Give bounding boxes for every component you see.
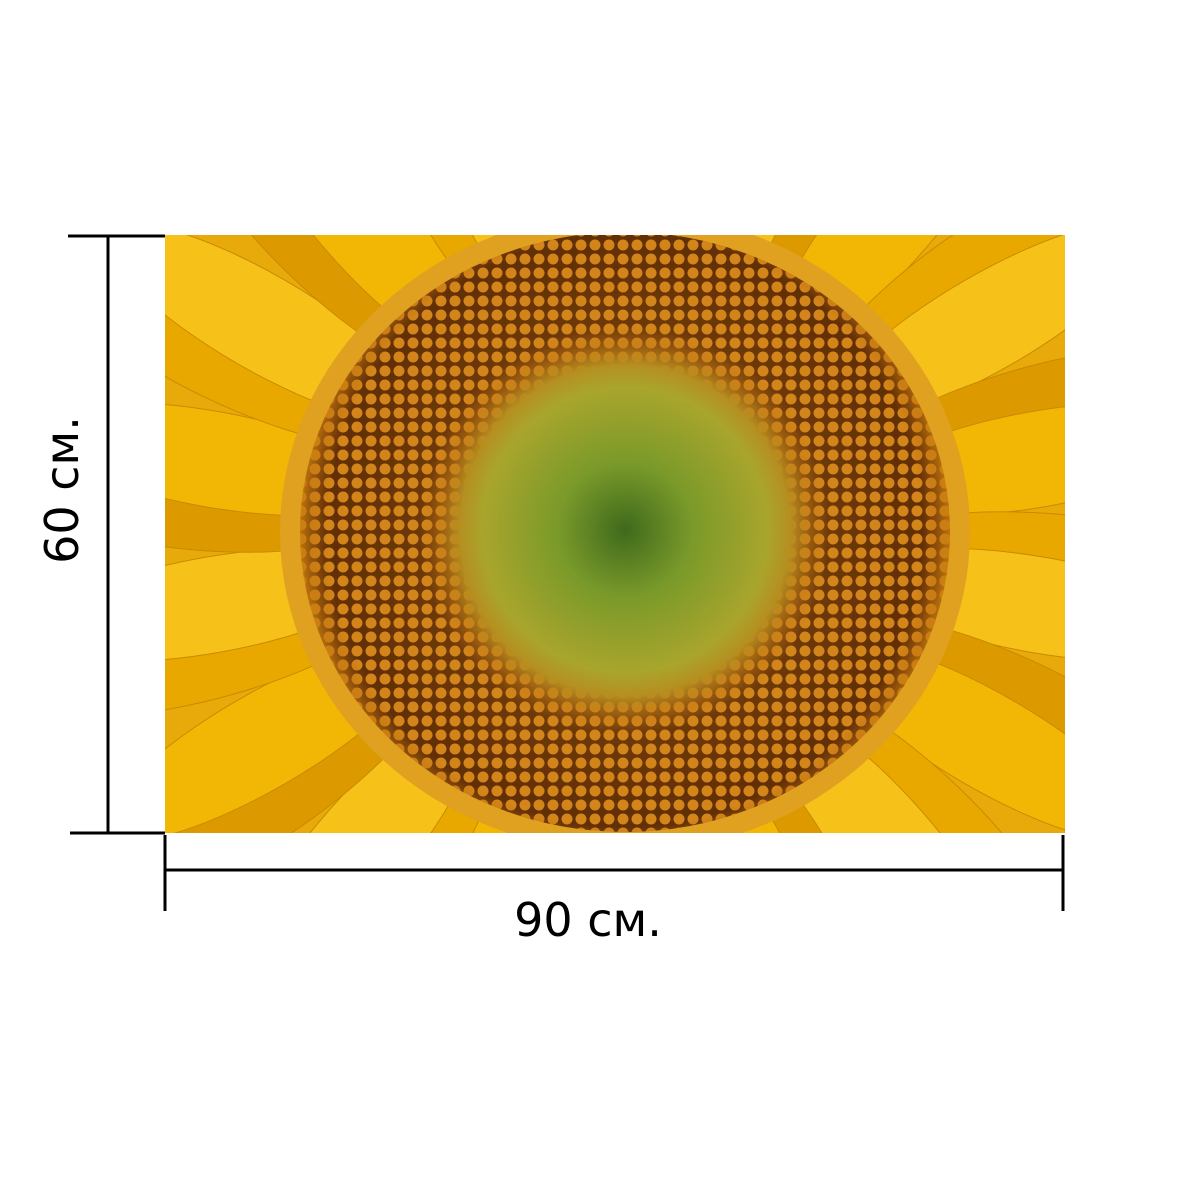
sunflower-photo [165,235,1065,833]
seeds [300,235,950,832]
dimension-lines [68,234,1065,911]
height-label: 60 см. [35,416,89,564]
width-label: 90 см. [514,893,662,947]
